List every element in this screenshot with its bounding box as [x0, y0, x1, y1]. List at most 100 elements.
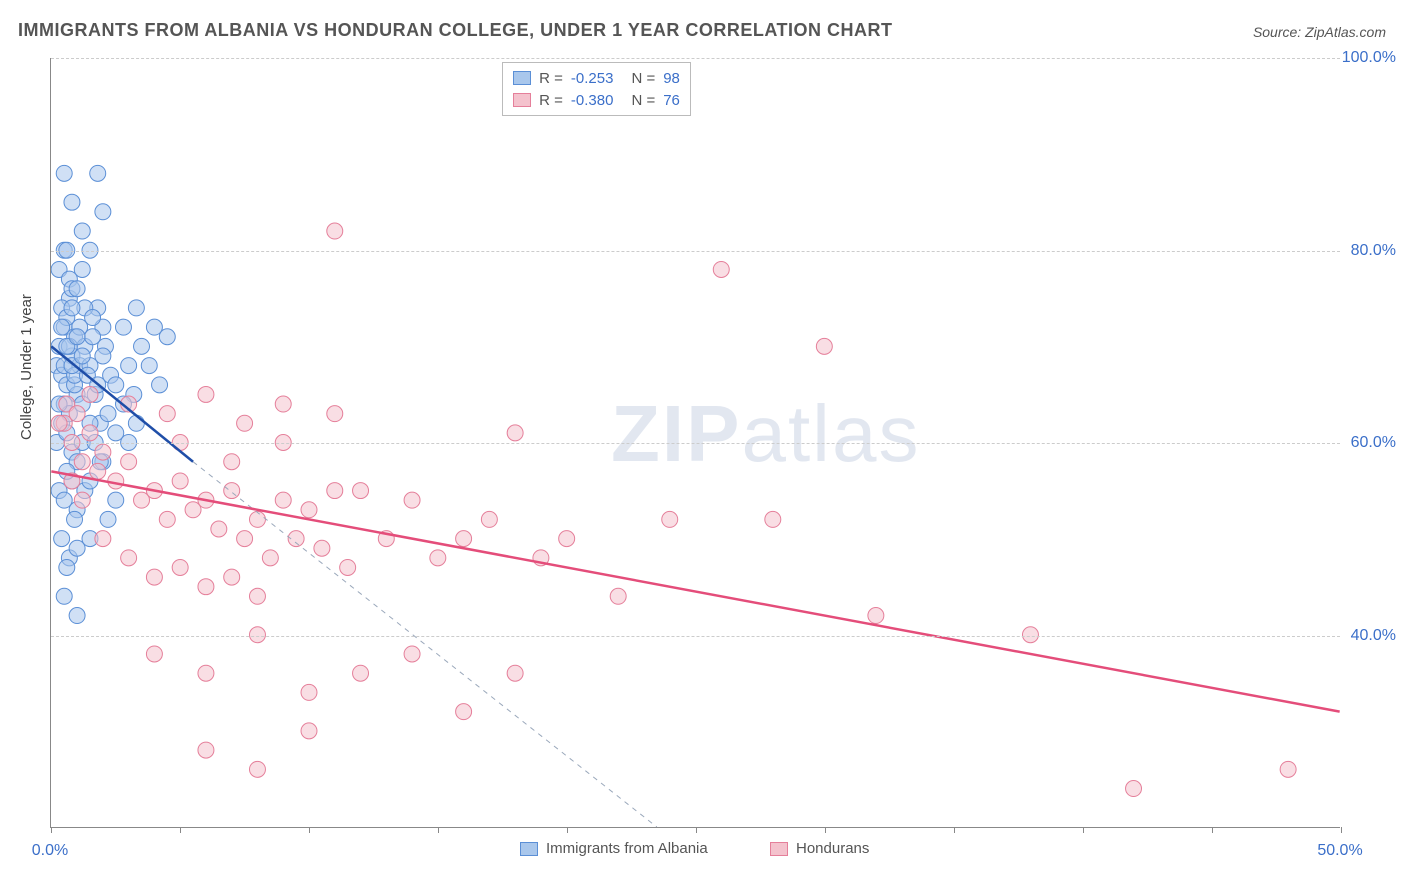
scatter-point: [146, 319, 162, 335]
scatter-point: [95, 454, 111, 470]
stat-n-label: N =: [631, 70, 655, 87]
scatter-point: [67, 511, 83, 527]
scatter-point: [82, 473, 98, 489]
scatter-point: [54, 415, 70, 431]
scatter-point: [249, 511, 265, 527]
scatter-point: [67, 377, 83, 393]
scatter-point: [56, 492, 72, 508]
scatter-point: [159, 511, 175, 527]
scatter-point: [262, 550, 278, 566]
scatter-point: [69, 454, 85, 470]
scatter-point: [159, 406, 175, 422]
scatter-point: [74, 348, 90, 364]
scatter-point: [126, 386, 142, 402]
x-tick: [1341, 827, 1342, 833]
scatter-point: [172, 473, 188, 489]
x-tick: [1083, 827, 1084, 833]
scatter-point: [146, 569, 162, 585]
scatter-point: [90, 463, 106, 479]
scatter-point: [59, 559, 75, 575]
scatter-point: [237, 415, 253, 431]
scatter-point: [765, 511, 781, 527]
source-name: ZipAtlas.com: [1305, 24, 1386, 40]
scatter-point: [172, 559, 188, 575]
scatter-point: [198, 742, 214, 758]
scatter-point: [146, 483, 162, 499]
scatter-point: [54, 531, 70, 547]
scatter-point: [198, 386, 214, 402]
scatter-point: [64, 300, 80, 316]
scatter-point: [64, 444, 80, 460]
scatter-point: [456, 531, 472, 547]
y-tick-label: 100.0%: [1342, 49, 1396, 67]
scatter-point: [128, 300, 144, 316]
gridline-h: [51, 443, 1340, 444]
scatter-point: [51, 396, 67, 412]
scatter-point: [95, 444, 111, 460]
x-tick: [696, 827, 697, 833]
scatter-point: [77, 483, 93, 499]
scatter-point: [82, 415, 98, 431]
scatter-point: [90, 377, 106, 393]
scatter-point: [128, 415, 144, 431]
scatter-point: [61, 406, 77, 422]
correlation-stats-box: R = -0.253N = 98R = -0.380N = 76: [502, 62, 691, 116]
x-tick: [567, 827, 568, 833]
stat-n-label: N =: [631, 92, 655, 109]
scatter-point: [74, 223, 90, 239]
x-tick: [180, 827, 181, 833]
scatter-point: [54, 300, 70, 316]
watermark-bold: ZIP: [611, 389, 741, 478]
chart-title: IMMIGRANTS FROM ALBANIA VS HONDURAN COLL…: [18, 20, 893, 41]
y-tick-label: 80.0%: [1351, 242, 1396, 260]
scatter-point: [64, 348, 80, 364]
legend-swatch: [520, 842, 538, 856]
scatter-point: [56, 396, 72, 412]
scatter-point: [64, 194, 80, 210]
scatter-point: [108, 492, 124, 508]
scatter-point: [69, 540, 85, 556]
scatter-point: [610, 588, 626, 604]
scatter-point: [54, 319, 70, 335]
x-tick: [438, 827, 439, 833]
y-axis-label: College, Under 1 year: [18, 294, 35, 440]
scatter-point: [108, 425, 124, 441]
scatter-point: [224, 454, 240, 470]
scatter-point: [1126, 781, 1142, 797]
scatter-point: [59, 463, 75, 479]
scatter-point: [77, 300, 93, 316]
gridline-h: [51, 58, 1340, 59]
scatter-point: [90, 165, 106, 181]
scatter-point: [134, 492, 150, 508]
scatter-point: [224, 569, 240, 585]
scatter-point: [249, 761, 265, 777]
scatter-point: [100, 406, 116, 422]
scatter-point: [97, 338, 113, 354]
scatter-point: [404, 492, 420, 508]
scatter-point: [559, 531, 575, 547]
trend-line: [51, 346, 193, 461]
gridline-h: [51, 251, 1340, 252]
stat-n-value: 98: [663, 70, 680, 87]
scatter-point: [211, 521, 227, 537]
scatter-point: [103, 367, 119, 383]
scatter-point: [61, 338, 77, 354]
scatter-point: [69, 281, 85, 297]
scatter-point: [92, 415, 108, 431]
scatter-point: [340, 559, 356, 575]
scatter-point: [288, 531, 304, 547]
scatter-plot: ZIPatlas R = -0.253N = 98R = -0.380N = 7…: [50, 58, 1340, 828]
scatter-point: [82, 358, 98, 374]
scatter-point: [533, 550, 549, 566]
scatter-point: [159, 329, 175, 345]
scatter-point: [314, 540, 330, 556]
scatter-point: [64, 473, 80, 489]
scatter-point: [74, 396, 90, 412]
scatter-point: [134, 338, 150, 354]
scatter-point: [74, 261, 90, 277]
scatter-point: [224, 483, 240, 499]
scatter-point: [198, 665, 214, 681]
stat-r-label: R =: [539, 70, 563, 87]
scatter-point: [56, 588, 72, 604]
scatter-point: [87, 386, 103, 402]
